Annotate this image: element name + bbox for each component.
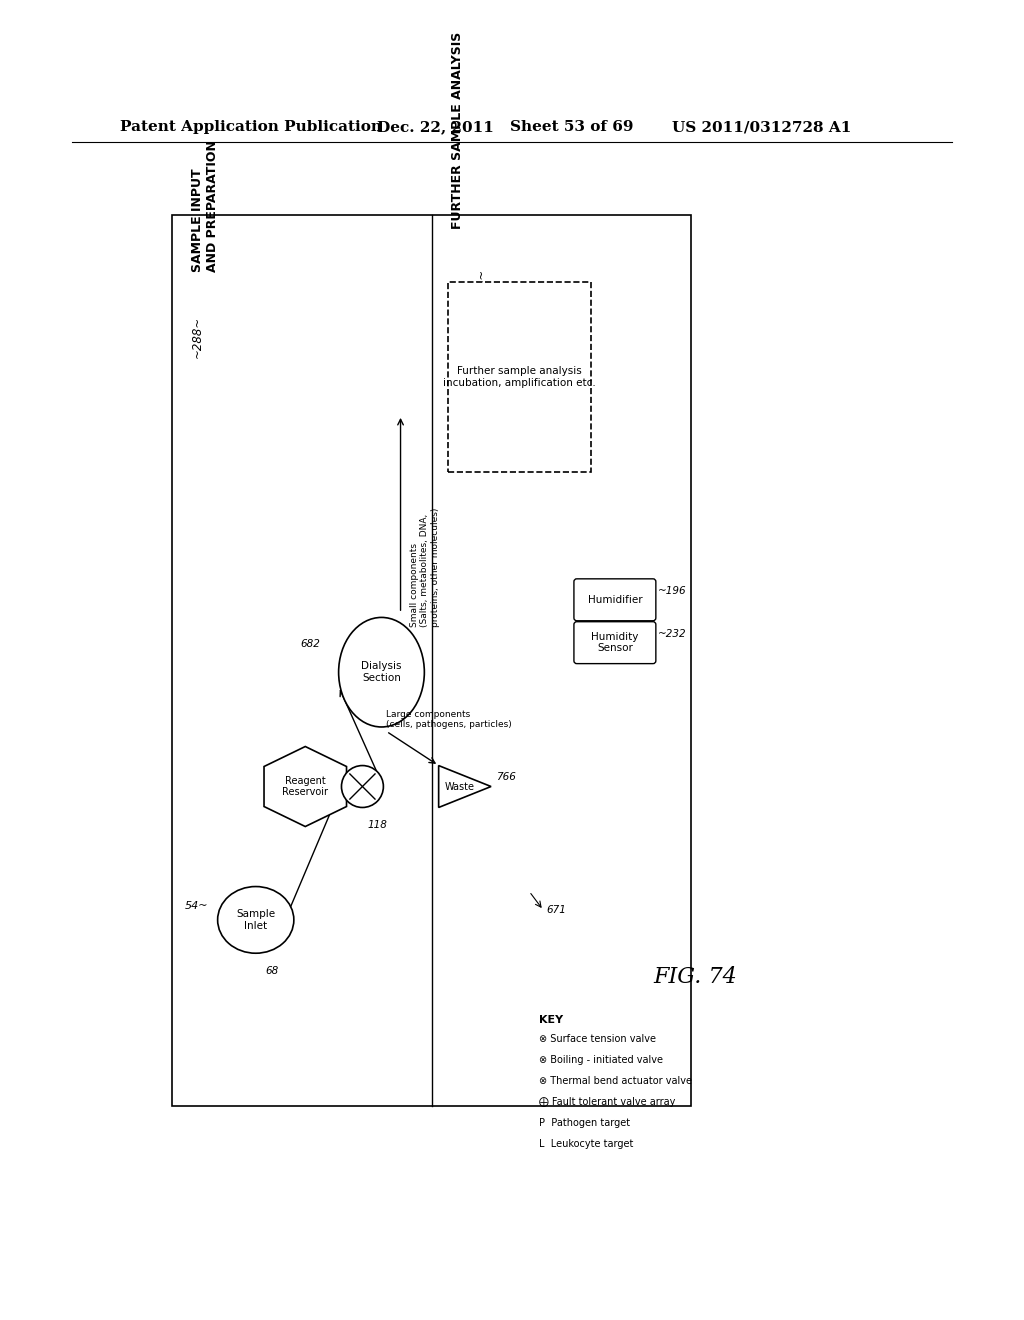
Text: 671: 671	[546, 906, 566, 915]
Text: L  Leukocyte target: L Leukocyte target	[539, 1139, 633, 1148]
Text: SAMPLE INPUT
AND PREPARATION: SAMPLE INPUT AND PREPARATION	[190, 140, 219, 272]
Text: US 2011/0312728 A1: US 2011/0312728 A1	[672, 120, 851, 135]
Text: Further sample analysis
incubation, amplification etc.: Further sample analysis incubation, ampl…	[443, 366, 596, 388]
Text: Dialysis
Section: Dialysis Section	[361, 661, 401, 682]
Text: Reagent
Reservoir: Reagent Reservoir	[283, 776, 329, 797]
Text: ⊗ Boiling - initiated valve: ⊗ Boiling - initiated valve	[539, 1055, 663, 1065]
Text: FURTHER SAMPLE ANALYSIS: FURTHER SAMPLE ANALYSIS	[451, 32, 464, 230]
Text: P  Pathogen target: P Pathogen target	[539, 1118, 630, 1129]
Ellipse shape	[339, 618, 424, 727]
Text: 682: 682	[300, 639, 321, 648]
Text: ~232: ~232	[657, 630, 686, 639]
Text: Sample
Inlet: Sample Inlet	[237, 909, 275, 931]
Text: Humidifier: Humidifier	[588, 595, 642, 605]
Text: ~288~: ~288~	[190, 315, 204, 358]
Polygon shape	[438, 766, 492, 808]
Text: FIG. 74: FIG. 74	[653, 966, 736, 989]
Ellipse shape	[218, 887, 294, 953]
Text: Large components
(cells, pathogens, particles): Large components (cells, pathogens, part…	[386, 710, 512, 730]
Polygon shape	[264, 747, 346, 826]
Text: Small components
(Salts, metabolites, DNA,
proteins, other molecules): Small components (Salts, metabolites, DN…	[410, 508, 440, 627]
Bar	[172, 215, 691, 1106]
Text: ~684~: ~684~	[475, 268, 487, 310]
Text: Dec. 22, 2011: Dec. 22, 2011	[377, 120, 494, 135]
FancyBboxPatch shape	[573, 579, 655, 620]
Text: 54~: 54~	[184, 900, 208, 911]
Text: KEY: KEY	[539, 1015, 563, 1026]
Text: ⊗ Thermal bend actuator valve: ⊗ Thermal bend actuator valve	[539, 1076, 691, 1086]
Circle shape	[341, 766, 383, 808]
Text: ⨁ Fault tolerant valve array: ⨁ Fault tolerant valve array	[539, 1097, 675, 1107]
Text: Humidity
Sensor: Humidity Sensor	[591, 632, 639, 653]
FancyBboxPatch shape	[573, 622, 655, 664]
Text: Sheet 53 of 69: Sheet 53 of 69	[510, 120, 634, 135]
Text: Waste: Waste	[444, 781, 474, 792]
Text: ⊗ Surface tension valve: ⊗ Surface tension valve	[539, 1034, 655, 1044]
Bar	[449, 281, 591, 473]
Text: 118: 118	[368, 820, 387, 830]
Text: Patent Application Publication: Patent Application Publication	[120, 120, 382, 135]
Text: 766: 766	[496, 772, 516, 781]
Text: ~196: ~196	[657, 586, 686, 597]
Text: 68: 68	[265, 966, 279, 975]
